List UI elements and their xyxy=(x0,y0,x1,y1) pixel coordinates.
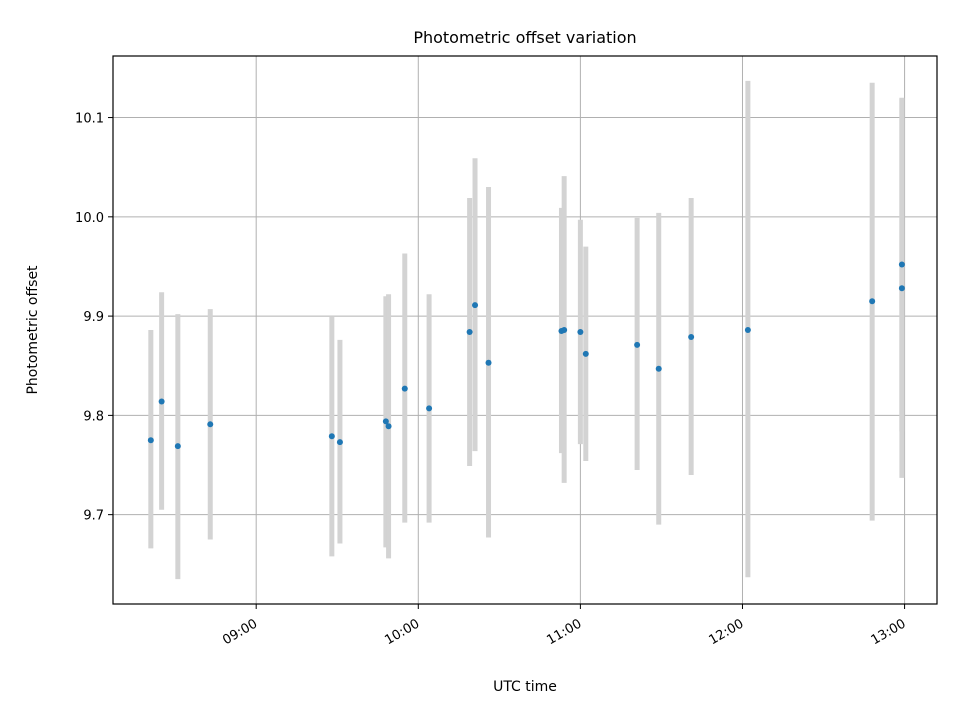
y-tick-label: 9.8 xyxy=(83,409,104,424)
y-axis-ticks: 9.7 9.8 9.9 10.0 10.1 xyxy=(75,112,113,524)
chart-title: Photometric offset variation xyxy=(413,28,636,47)
data-point xyxy=(688,333,695,340)
data-point xyxy=(466,328,473,335)
data-point xyxy=(744,327,751,333)
data-point xyxy=(655,365,662,372)
y-tick-label: 9.9 xyxy=(83,310,104,325)
data-point xyxy=(385,423,392,430)
data-point xyxy=(426,405,433,412)
data-point xyxy=(634,341,641,348)
data-point xyxy=(382,418,389,425)
data-point xyxy=(147,437,154,444)
data-point xyxy=(336,439,343,446)
grid-lines xyxy=(113,56,937,604)
data-point xyxy=(898,261,905,268)
plot-frame xyxy=(112,55,938,605)
data-point xyxy=(577,328,584,335)
data-point xyxy=(472,302,479,309)
y-tick-label: 9.7 xyxy=(83,509,104,524)
data-point xyxy=(869,298,876,305)
y-tick-label: 10.1 xyxy=(75,112,104,127)
data-point xyxy=(898,285,905,292)
data-point xyxy=(561,327,568,333)
y-axis-label: Photometric offset xyxy=(25,265,41,395)
data-point xyxy=(158,398,165,405)
y-tick-label: 10.0 xyxy=(75,211,104,226)
data-point xyxy=(401,385,408,392)
x-axis-label: UTC time xyxy=(493,679,557,695)
data-point xyxy=(582,350,589,357)
data-point xyxy=(174,443,181,450)
data-point xyxy=(485,359,492,366)
data-point xyxy=(207,421,214,428)
data-points xyxy=(147,261,905,450)
data-point xyxy=(328,433,335,440)
